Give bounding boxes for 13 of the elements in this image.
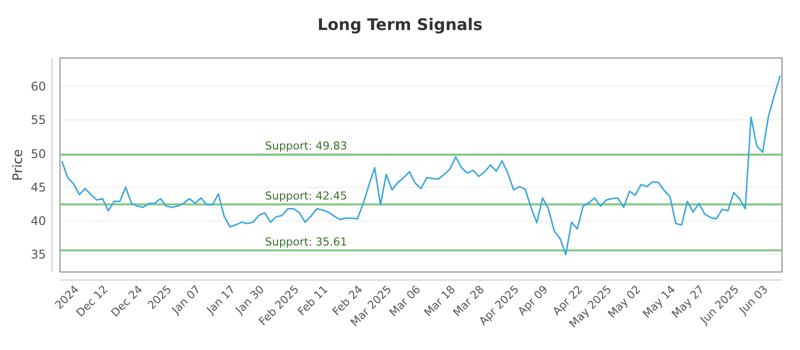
y-tick-label: 35 [30, 248, 46, 262]
y-tick-label: 50 [30, 146, 46, 161]
y-tick-label: 55 [30, 113, 46, 128]
ref-line-label: Support: 35.61 [265, 235, 348, 248]
y-tick-label: 45 [30, 180, 46, 194]
y-tick-label: 60 [30, 79, 46, 94]
ref-line-label: Support: 42.45 [265, 189, 348, 202]
line-series [61, 75, 781, 256]
y-axis-title: Price [11, 149, 26, 181]
chart-title: Long Term Signals [317, 15, 483, 34]
x-tick-label: Dec 24 [108, 282, 146, 320]
y-tick-label: 40 [30, 214, 46, 228]
ref-line-label: Support: 49.83 [265, 140, 348, 153]
